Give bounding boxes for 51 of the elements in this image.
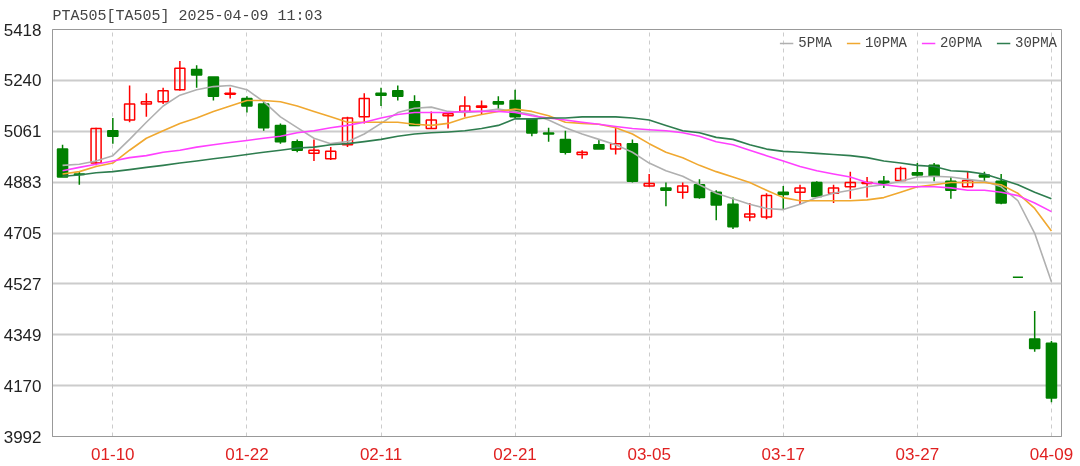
candlestick (140, 92, 153, 118)
x-tick-label: 02-11 (359, 444, 403, 464)
y-tick-label: 5418 (3, 20, 42, 40)
y-tick-label: 3992 (3, 427, 42, 447)
y-tick-label: 5240 (3, 71, 42, 91)
candlestick (727, 196, 739, 230)
legend-label: 20PMA (939, 35, 982, 51)
y-tick-label: 4883 (3, 173, 42, 193)
candlestick (308, 138, 320, 162)
candlestick (157, 86, 169, 105)
candlestick (609, 126, 622, 156)
y-tick-label: 5061 (3, 122, 42, 142)
candlestick (442, 111, 454, 130)
y-tick-label: 4705 (3, 224, 42, 243)
candlestick (844, 170, 857, 200)
candlestick (576, 149, 588, 160)
candlestick (794, 184, 806, 205)
candlestick (257, 100, 270, 132)
legend-label: 10PMA (864, 35, 907, 51)
candlestick (710, 189, 723, 221)
x-tick-label: 04-09 (1029, 444, 1074, 464)
candlestick (743, 202, 756, 223)
candlestick (375, 86, 387, 107)
candlestick (207, 76, 220, 102)
legend-label: 30PMA (1014, 35, 1057, 51)
x-tick-label: 01-22 (225, 444, 269, 464)
x-tick-label: 03-17 (761, 444, 806, 464)
candlestick (643, 173, 655, 188)
candlestick (123, 84, 136, 124)
candlestick (224, 86, 236, 100)
x-tick-label: 02-21 (493, 444, 537, 464)
candlestick (90, 126, 102, 167)
candlestick (107, 117, 119, 145)
candlestick (777, 185, 790, 211)
candlestick (660, 181, 672, 207)
x-tick-label: 03-27 (895, 444, 940, 464)
candlestick (1028, 310, 1041, 353)
y-tick-label: 4527 (3, 274, 42, 294)
x-tick-label: 03-05 (627, 444, 671, 464)
candlestick (459, 95, 471, 118)
legend-label: 5PMA (798, 35, 832, 51)
y-tick-label: 4170 (3, 376, 42, 396)
x-tick-label: 01-10 (91, 444, 135, 464)
candlestick (559, 130, 572, 156)
chart-title: PTA505[TA505] 2025-04-09 11:03 (52, 7, 323, 25)
candlestick (341, 116, 354, 148)
candlestick (174, 60, 186, 92)
candlestick (827, 184, 840, 204)
y-tick-label: 4349 (3, 325, 42, 345)
candlestick (190, 64, 203, 89)
candlestick (760, 192, 773, 221)
